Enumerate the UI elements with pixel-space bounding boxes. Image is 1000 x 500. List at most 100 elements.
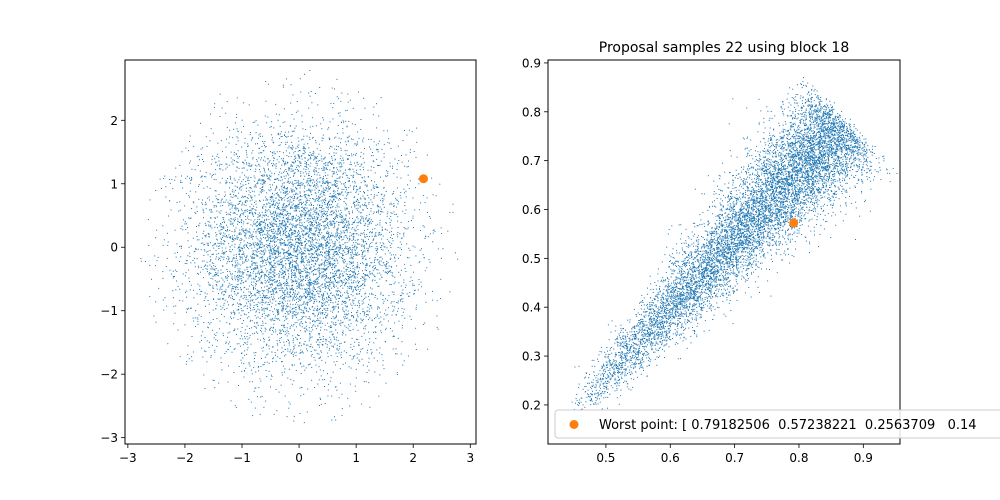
sample-point	[327, 190, 329, 192]
sample-point	[376, 205, 378, 207]
sample-point	[293, 292, 295, 294]
sample-point	[270, 239, 272, 241]
sample-point	[231, 204, 233, 206]
sample-point	[218, 275, 219, 277]
sample-point	[328, 251, 329, 253]
sample-point	[354, 277, 356, 279]
sample-point	[291, 365, 293, 367]
sample-point	[303, 303, 305, 305]
sample-point	[189, 135, 191, 137]
sample-point	[283, 277, 285, 279]
sample-point	[277, 255, 279, 257]
sample-point	[365, 278, 367, 280]
sample-point	[310, 282, 312, 283]
sample-point	[290, 291, 291, 293]
sample-point	[238, 248, 240, 250]
sample-point	[269, 210, 271, 212]
sample-point	[237, 223, 238, 225]
sample-point	[345, 174, 347, 176]
sample-point	[311, 102, 313, 104]
sample-point	[353, 255, 355, 257]
sample-point	[268, 277, 269, 279]
sample-point	[297, 232, 299, 234]
sample-point	[220, 229, 222, 231]
sample-point	[179, 288, 181, 290]
sample-point	[186, 175, 188, 177]
sample-point	[348, 319, 350, 321]
sample-point	[264, 141, 266, 142]
sample-point	[198, 185, 199, 187]
sample-point	[312, 274, 314, 276]
sample-point	[270, 284, 272, 286]
sample-point	[245, 176, 247, 178]
sample-point	[192, 237, 194, 239]
sample-point	[312, 270, 313, 272]
sample-point	[273, 212, 275, 213]
sample-point	[323, 268, 325, 270]
sample-point	[361, 270, 363, 272]
sample-point	[348, 213, 350, 215]
sample-point	[237, 271, 239, 273]
sample-point	[387, 267, 389, 269]
sample-point	[402, 210, 404, 212]
sample-point	[307, 178, 309, 179]
sample-point	[368, 246, 370, 248]
sample-point	[305, 289, 307, 291]
sample-point	[321, 237, 323, 238]
sample-point	[229, 229, 231, 231]
sample-point	[323, 178, 324, 179]
sample-point	[275, 241, 277, 243]
sample-point	[156, 260, 158, 262]
sample-point	[339, 274, 340, 276]
sample-point	[355, 274, 357, 276]
sample-point	[329, 297, 331, 299]
sample-point	[356, 204, 358, 206]
sample-point	[318, 275, 320, 277]
sample-point	[298, 206, 300, 208]
sample-point	[298, 184, 300, 186]
sample-point	[316, 246, 318, 248]
sample-point	[291, 164, 293, 166]
sample-point	[271, 283, 273, 285]
sample-point	[340, 155, 342, 157]
sample-point	[305, 257, 307, 259]
sample-point	[298, 242, 300, 244]
sample-point	[305, 271, 307, 273]
sample-point	[300, 322, 302, 324]
sample-point	[294, 127, 296, 129]
sample-point	[204, 388, 206, 389]
sample-point	[352, 107, 354, 109]
sample-point	[278, 132, 280, 134]
sample-point	[295, 313, 297, 315]
sample-point	[281, 347, 283, 349]
sample-point	[336, 228, 338, 230]
sample-point	[355, 390, 357, 392]
sample-point	[283, 326, 285, 328]
sample-point	[257, 229, 259, 230]
sample-point	[246, 230, 248, 232]
sample-point	[272, 274, 274, 276]
sample-point	[286, 310, 288, 312]
sample-point	[308, 184, 310, 186]
sample-point	[330, 355, 332, 357]
sample-point	[322, 287, 324, 288]
sample-point	[245, 187, 247, 189]
sample-point	[262, 185, 264, 187]
sample-point	[326, 258, 328, 260]
sample-point	[301, 229, 303, 231]
sample-point	[308, 264, 310, 266]
sample-point	[346, 317, 348, 319]
sample-point	[311, 366, 313, 368]
sample-point	[234, 205, 236, 207]
sample-point	[256, 331, 257, 333]
sample-point	[243, 196, 245, 198]
sample-point	[308, 189, 309, 191]
sample-point	[361, 255, 363, 257]
sample-point	[317, 344, 319, 346]
sample-point	[368, 218, 370, 220]
sample-point	[284, 229, 286, 231]
sample-point	[291, 149, 293, 151]
sample-point	[291, 229, 293, 231]
sample-point	[412, 217, 414, 219]
sample-point	[346, 195, 348, 197]
